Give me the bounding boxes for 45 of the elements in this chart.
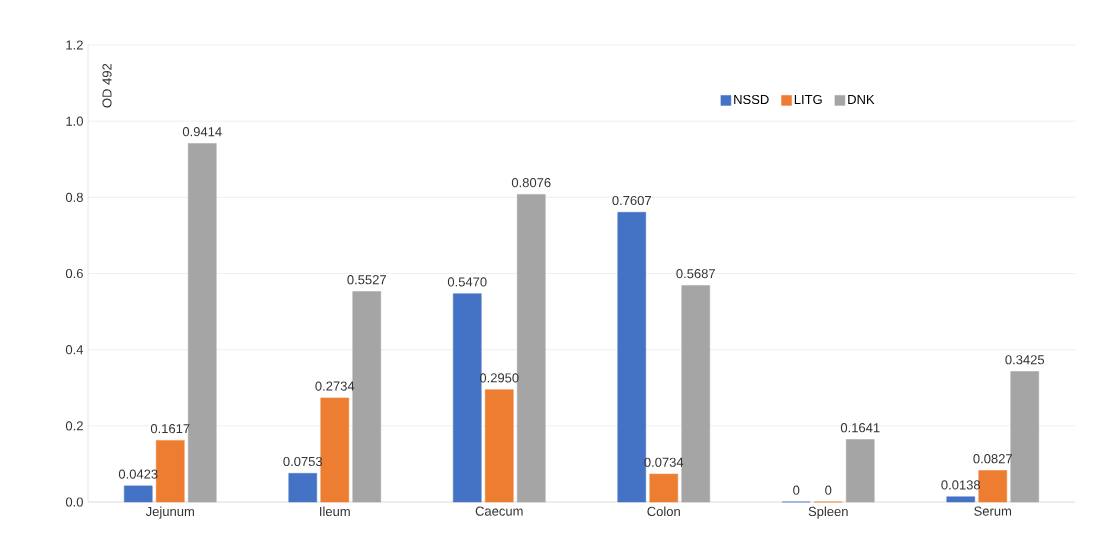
data-label: 0.9414 (182, 127, 222, 137)
x-tick-label: Ileum (320, 506, 350, 517)
y-tick-label: 0.2 (65, 421, 83, 431)
legend-label: LITG (794, 94, 822, 105)
bar (320, 397, 349, 503)
data-label: 0.5470 (447, 277, 487, 287)
bar (978, 470, 1007, 503)
data-label: 0.0827 (973, 454, 1012, 464)
x-tick-label: Caecum (475, 506, 523, 516)
bar (352, 291, 381, 503)
y-axis-title: OD 492 (102, 63, 112, 108)
data-label: 0.3425 (1005, 355, 1045, 365)
bar (156, 440, 185, 503)
bar (649, 473, 678, 503)
bar (846, 439, 875, 503)
data-label: 0.2734 (315, 381, 355, 391)
y-tick-label: 0.4 (65, 345, 84, 355)
data-label: 0.1617 (150, 424, 190, 434)
bar (288, 473, 317, 503)
x-tick-label: Serum (974, 506, 1012, 516)
data-label: 0.7607 (612, 195, 651, 206)
bar (124, 485, 153, 503)
bar (188, 143, 217, 503)
legend-label: DNK (848, 94, 875, 104)
legend-label: NSSD (734, 94, 769, 105)
y-tick-label: 1.2 (66, 40, 83, 50)
data-label: 0.5527 (347, 275, 386, 285)
x-tick-label: Colon (647, 506, 680, 517)
data-label: 0.8076 (511, 178, 551, 188)
data-label: 0 (793, 485, 800, 495)
bar (946, 496, 975, 503)
y-tick-label: 1.0 (66, 116, 83, 126)
bar (485, 389, 514, 503)
y-tick-label: 0.6 (65, 268, 83, 279)
data-label: 0.5687 (676, 269, 715, 279)
x-tick-label: Jejunum (145, 506, 194, 519)
bar (453, 293, 482, 503)
data-label: 0 (825, 485, 832, 495)
bar (617, 212, 646, 503)
y-tick-label: 0.0 (65, 497, 83, 507)
x-tick-label: Spleen (808, 506, 848, 519)
data-label: 0.1641 (840, 423, 880, 433)
bar (517, 194, 546, 503)
y-tick-label: 0.8 (65, 192, 83, 202)
bar (1010, 371, 1039, 503)
